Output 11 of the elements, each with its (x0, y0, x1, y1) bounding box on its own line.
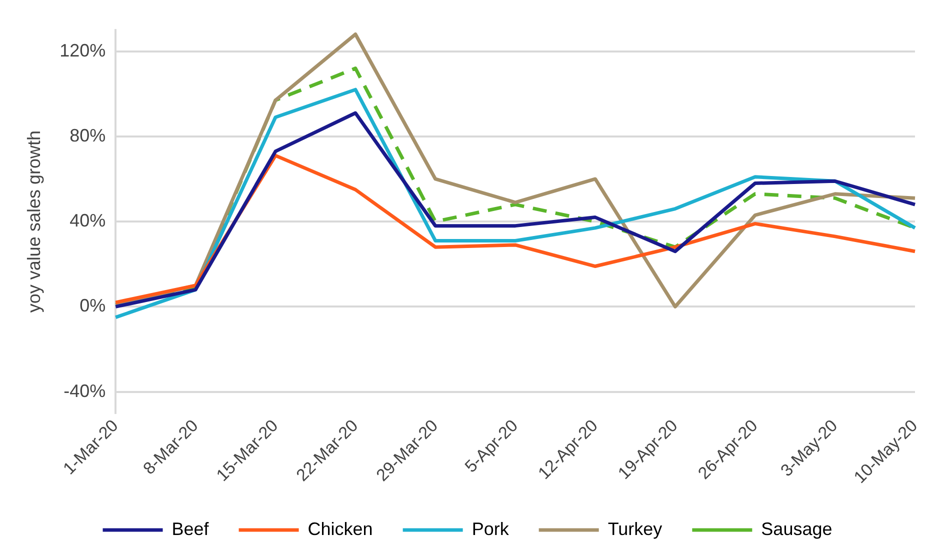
legend-label: Sausage (761, 518, 832, 539)
legend-label: Turkey (608, 518, 662, 539)
y-tick-label: 40% (70, 210, 106, 231)
y-tick-label: 0% (80, 296, 106, 316)
y-tick-label: 80% (70, 125, 106, 146)
legend-label: Beef (172, 518, 210, 539)
y-axis-title: yoy value sales growth (24, 130, 44, 313)
y-tick-label: -40% (64, 380, 106, 401)
legend-label: Pork (472, 518, 510, 539)
y-tick-label: 120% (60, 40, 106, 60)
legend-label: Chicken (308, 518, 373, 539)
